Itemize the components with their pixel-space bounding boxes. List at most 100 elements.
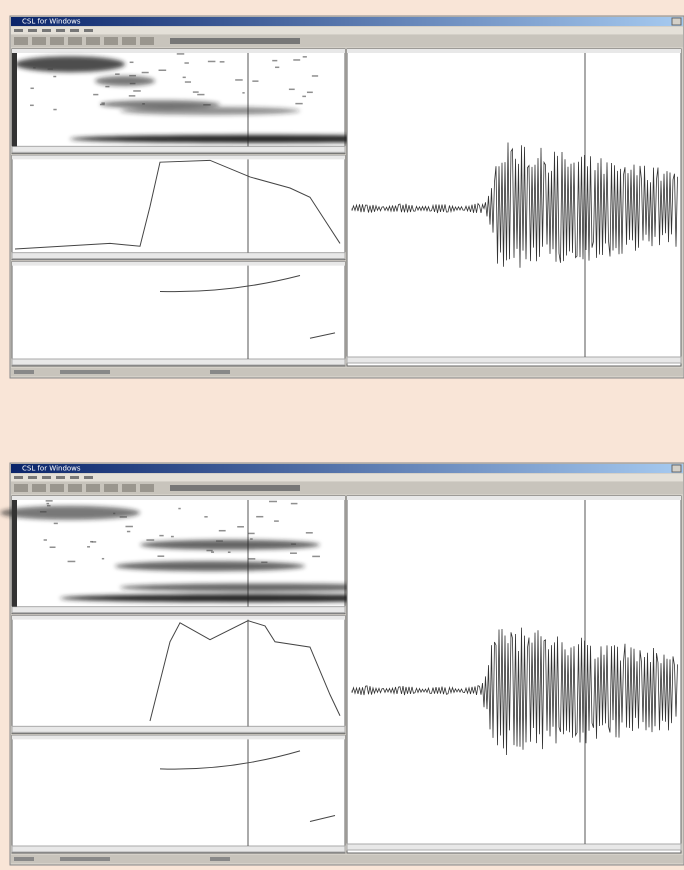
speckle [275, 67, 279, 69]
menu-item[interactable] [42, 476, 51, 479]
speckle [46, 500, 53, 502]
menu-item[interactable] [42, 29, 51, 32]
window-title: CSL for Windows [22, 18, 81, 26]
tool-button[interactable] [86, 484, 100, 492]
speckle [307, 92, 313, 94]
speckle [50, 547, 56, 549]
speckle [248, 558, 255, 560]
speckle [133, 90, 141, 92]
speckle [115, 73, 120, 75]
tool-button[interactable] [68, 484, 82, 492]
tool-button[interactable] [50, 37, 64, 45]
menu-item[interactable] [84, 476, 93, 479]
speckle [53, 76, 56, 78]
speckle [87, 546, 90, 548]
page: CSL for WindowsCSL for Windows (() => { … [0, 0, 684, 870]
speckle [129, 75, 136, 77]
speckle [105, 86, 109, 88]
speckle [237, 526, 244, 528]
speckle [242, 92, 244, 94]
tool-button[interactable] [14, 37, 28, 45]
menu-item[interactable] [14, 476, 23, 479]
tool-button[interactable] [140, 37, 154, 45]
speckle [291, 543, 296, 545]
speckle [113, 513, 115, 515]
panel-label-bar [347, 844, 681, 850]
speckle [68, 561, 76, 563]
menu-item[interactable] [70, 476, 79, 479]
panel-label-bar [12, 607, 345, 613]
speckle [159, 70, 167, 72]
panel-ruler [12, 262, 345, 266]
menu-bar [11, 27, 683, 34]
panel [12, 735, 345, 853]
speckle [295, 103, 302, 105]
tool-button[interactable] [50, 484, 64, 492]
status-bar [11, 368, 683, 376]
speckle [303, 56, 307, 58]
speckle [256, 516, 263, 518]
speckle [274, 520, 279, 522]
status-field [60, 857, 110, 861]
close-button[interactable] [672, 465, 681, 472]
speckle [211, 551, 214, 553]
speckle [159, 535, 163, 537]
app-window: CSL for Windows [10, 16, 684, 378]
menu-item[interactable] [56, 476, 65, 479]
speckle [185, 81, 191, 83]
formant [120, 107, 300, 115]
speckle [142, 72, 149, 74]
menu-item[interactable] [56, 29, 65, 32]
tool-button[interactable] [122, 484, 136, 492]
panel-label-bar [347, 357, 681, 363]
speckle [269, 501, 277, 503]
speckle [293, 59, 300, 61]
menu-item[interactable] [28, 476, 37, 479]
tool-button[interactable] [32, 484, 46, 492]
tool-button[interactable] [104, 37, 118, 45]
speckle [193, 91, 199, 93]
speckle [291, 503, 298, 505]
tool-button[interactable] [68, 37, 82, 45]
panel-ruler [12, 49, 345, 53]
speckle [101, 102, 104, 104]
speckle [289, 89, 295, 91]
tool-button[interactable] [32, 37, 46, 45]
speckle [235, 79, 243, 81]
panel-label-bar [12, 253, 345, 259]
panel [347, 496, 681, 853]
speckle [248, 533, 254, 535]
speckle [302, 96, 306, 98]
speckle [130, 62, 134, 64]
speckle [178, 508, 180, 510]
menu-item[interactable] [28, 29, 37, 32]
speckle [312, 75, 318, 77]
close-button[interactable] [672, 18, 681, 25]
speckle [177, 53, 184, 55]
menu-item[interactable] [84, 29, 93, 32]
status-field [14, 370, 34, 374]
speckle [48, 68, 53, 70]
tool-button[interactable] [104, 484, 118, 492]
speckle [219, 530, 226, 532]
menu-item[interactable] [70, 29, 79, 32]
tool-button[interactable] [122, 37, 136, 45]
speckle [312, 556, 320, 558]
speckle [203, 104, 210, 106]
speckle [171, 536, 174, 538]
speckle [184, 62, 188, 64]
speckle [92, 541, 97, 543]
speckle [44, 539, 47, 541]
tool-button[interactable] [86, 37, 100, 45]
toolbar-field [170, 38, 300, 44]
menu-item[interactable] [14, 29, 23, 32]
panel [347, 49, 681, 366]
panel [12, 616, 345, 734]
status-field [60, 370, 110, 374]
tool-button[interactable] [140, 484, 154, 492]
speckle [30, 105, 34, 107]
panel-ruler [12, 616, 345, 620]
speckle [46, 503, 49, 505]
formant [115, 561, 305, 571]
tool-button[interactable] [14, 484, 28, 492]
